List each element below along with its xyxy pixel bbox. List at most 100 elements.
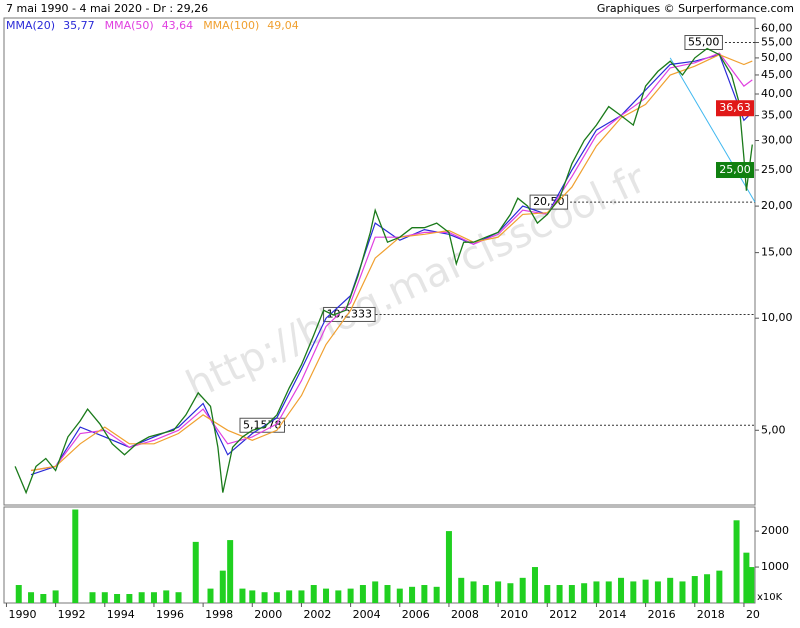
volume-bar: [384, 585, 391, 603]
y-tick-label: 60,00: [761, 21, 793, 34]
volume-bar: [593, 581, 600, 603]
volume-bar: [89, 592, 96, 603]
volume-bar: [298, 590, 305, 603]
volume-bar: [409, 586, 416, 603]
volume-bar: [556, 585, 563, 603]
y-tick-label: 45,00: [761, 68, 793, 81]
x-tick-label: 2006: [402, 608, 430, 621]
volume-bar: [219, 570, 226, 603]
volume-bar: [691, 576, 698, 603]
volume-bar: [114, 594, 121, 603]
x-tick-label: 1990: [8, 608, 36, 621]
x-tick-label: 2016: [648, 608, 676, 621]
volume-bar: [519, 577, 526, 603]
volume-bar: [743, 552, 750, 603]
volume-bar: [335, 590, 342, 603]
y-tick-label: 55,00: [761, 36, 793, 49]
volume-bar: [163, 590, 170, 603]
volume-bar: [642, 579, 649, 603]
volume-bar: [568, 585, 575, 603]
volume-bar: [249, 590, 256, 603]
volume-bar: [175, 592, 182, 603]
volume-bar: [150, 592, 157, 603]
legend-name: MMA(50): [105, 19, 154, 32]
y-tick-label: 25,00: [761, 163, 793, 176]
volume-bar: [507, 583, 514, 603]
legend-value: 49,04: [267, 19, 299, 32]
level-label: 10,2333: [327, 307, 373, 320]
x-tick-label: 2012: [549, 608, 577, 621]
x-tick-label: 2004: [353, 608, 381, 621]
x-tick-label: 1996: [156, 608, 184, 621]
x-tick-label: 1994: [107, 608, 135, 621]
volume-bar: [359, 585, 366, 603]
volume-bar: [605, 581, 612, 603]
price-frame: [3, 17, 756, 506]
volume-bar: [581, 583, 588, 603]
level-box: [323, 306, 376, 322]
volume-frame: [3, 506, 756, 604]
volume-bar: [273, 592, 280, 603]
legend-value: 43,64: [162, 19, 194, 32]
volume-bar: [28, 592, 35, 603]
legend-name: MMA(20): [6, 19, 55, 32]
x-tick-label: 2018: [697, 608, 725, 621]
volume-bar: [15, 585, 22, 603]
volume-bar: [748, 567, 755, 603]
volume-bar: [458, 577, 465, 603]
y-tick-label: 35,00: [761, 109, 793, 122]
x-tick-label: 2000: [254, 608, 282, 621]
volume-bar: [679, 581, 686, 603]
x-tick-label: 2014: [598, 608, 626, 621]
volume-bar: [618, 577, 625, 603]
volume-bar: [433, 586, 440, 603]
volume-bar: [372, 581, 379, 603]
y-tick-label: 5,00: [761, 423, 786, 436]
volume-bar: [667, 577, 674, 603]
volume-bar: [445, 531, 452, 603]
volume-bar: [310, 585, 317, 603]
volume-bar: [421, 585, 428, 603]
y-tick-label: 50,00: [761, 51, 793, 64]
volume-bar: [72, 509, 79, 603]
x-tick-label: 20: [746, 608, 760, 621]
volume-tick-label: 2000: [761, 524, 789, 537]
price-marker: [716, 162, 754, 179]
volume-bar: [482, 585, 489, 603]
chart-title: 7 mai 1990 - 4 mai 2020 - Dr : 29,26: [6, 2, 208, 15]
source: Graphiques © Surperformance.com: [597, 2, 794, 15]
volume-bar: [227, 540, 234, 603]
volume-bar: [544, 585, 551, 603]
price-line: [14, 47, 753, 495]
price-marker: [716, 100, 754, 117]
volume-bar: [323, 588, 330, 603]
level-label: 55,00: [688, 36, 720, 49]
volume-bar: [239, 588, 246, 603]
volume-bar: [396, 588, 403, 603]
y-tick-label: 10,00: [761, 311, 793, 324]
x-tick-label: 2010: [500, 608, 528, 621]
volume-bar: [470, 581, 477, 603]
volume-bar: [630, 581, 637, 603]
volume-bar: [192, 541, 199, 603]
legend-value: 35,77: [63, 19, 95, 32]
volume-bar: [495, 581, 502, 603]
price-marker-label: 25,00: [719, 163, 751, 176]
volume-bar: [347, 588, 354, 603]
volume-bar: [531, 567, 538, 603]
volume-bar: [52, 590, 59, 603]
ma-line: [30, 53, 753, 476]
x-tick-label: 1998: [205, 608, 233, 621]
volume-bar: [126, 594, 133, 603]
volume-bar: [286, 590, 293, 603]
y-tick-label: 15,00: [761, 246, 793, 259]
price-marker-label: 36,63: [719, 101, 751, 114]
volume-bar: [40, 594, 47, 603]
y-tick-label: 30,00: [761, 134, 793, 147]
volume-bar: [716, 570, 723, 603]
y-tick-label: 20,00: [761, 199, 793, 212]
volume-bar: [704, 574, 711, 603]
x-tick-label: 2008: [451, 608, 479, 621]
volume-bar: [207, 588, 214, 603]
